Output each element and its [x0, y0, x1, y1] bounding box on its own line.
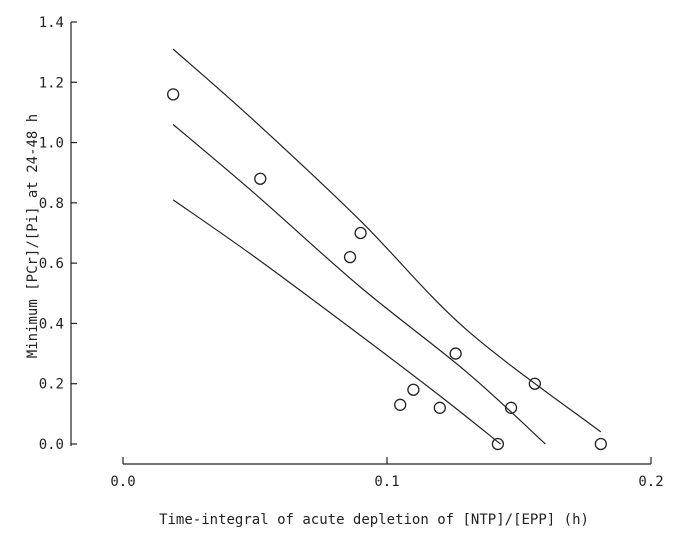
y-tick-label: 0.4 [39, 316, 64, 332]
data-point [167, 88, 180, 101]
data-point [449, 347, 462, 360]
y-tick-label: 0.8 [39, 196, 64, 212]
x-tick-label: 0.2 [638, 474, 663, 490]
data-point [354, 226, 367, 240]
fit-curve-3 [172, 199, 501, 445]
fit-curve-2 [172, 124, 546, 445]
data-point [394, 398, 407, 411]
data-point [433, 401, 446, 414]
x-tick-label: 0.0 [110, 474, 135, 490]
y-axis: 0.0 0.2 0.4 0.6 0.8 1.0 1.2 1.4 [39, 15, 77, 453]
data-point [343, 250, 357, 264]
y-tick-label: 1.0 [39, 136, 64, 152]
y-tick-label: 1.2 [39, 75, 64, 91]
data-point [594, 437, 607, 451]
data-point [407, 383, 420, 396]
y-axis-label: Minimum [PCr]/[Pi] at 24-48 h [25, 114, 41, 358]
data-point [254, 172, 267, 185]
x-axis: 0.0 0.1 0.2 [110, 457, 664, 490]
fit-curve-1 [172, 48, 602, 433]
x-axis-label: Time-integral of acute depletion of [NTP… [159, 512, 589, 528]
y-tick-label: 0.0 [39, 437, 64, 453]
x-tick-label: 0.1 [374, 474, 399, 490]
y-tick-label: 0.6 [39, 256, 64, 272]
data-point [491, 437, 505, 451]
y-tick-label: 1.4 [39, 15, 64, 31]
data-points [167, 88, 607, 451]
data-point [528, 377, 541, 390]
data-point [504, 401, 518, 414]
fit-curves [172, 48, 602, 445]
y-tick-label: 0.2 [39, 377, 64, 393]
